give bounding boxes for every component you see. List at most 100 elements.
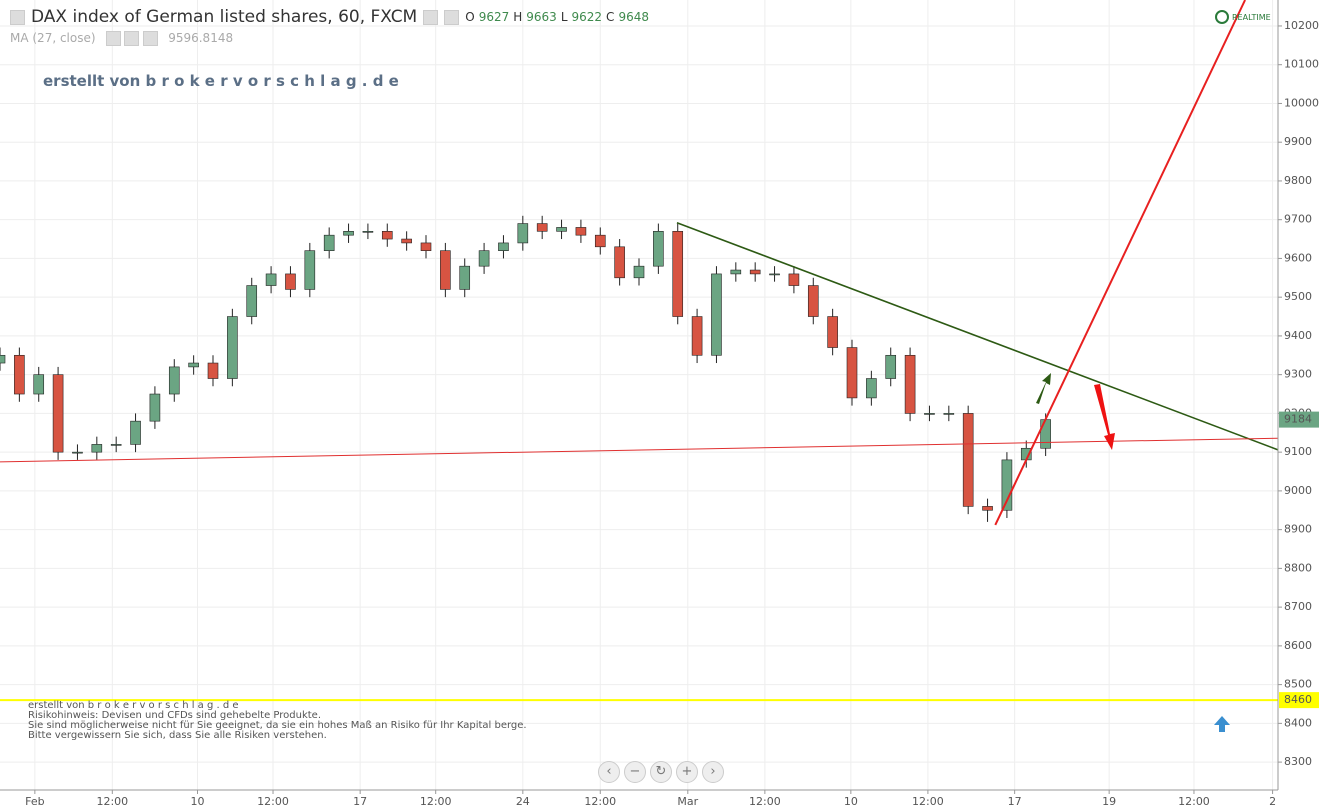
trendline — [0, 437, 1279, 463]
candle-body — [207, 362, 219, 379]
settings-icon[interactable] — [423, 9, 439, 25]
y-tick-label: 8900 — [1284, 523, 1312, 536]
indicator-icons[interactable] — [105, 31, 159, 49]
navigation: ‹ − ↻ + › — [598, 761, 724, 783]
candle-body — [924, 413, 935, 415]
x-tick-label: 10 — [844, 795, 858, 808]
candle-body — [52, 374, 64, 453]
candle-body — [440, 250, 451, 290]
field-value: 9622 — [571, 10, 603, 24]
candle-body — [381, 231, 393, 240]
candle-body — [1040, 419, 1051, 449]
field-value: 9627 — [478, 10, 510, 24]
candle-body — [1001, 459, 1013, 511]
x-tick-label: 12:00 — [257, 795, 289, 808]
candle-body — [149, 393, 161, 422]
y-tick-label: 9900 — [1284, 135, 1312, 148]
scroll-arrow[interactable] — [1214, 716, 1230, 732]
y-tick-label: 9800 — [1284, 174, 1312, 187]
field-value: 9648 — [618, 10, 649, 24]
disclaimer-line: Sie sind möglicherweise nicht für Sie ge… — [28, 720, 527, 731]
field-label: L — [560, 10, 568, 24]
star-icon[interactable] — [10, 9, 25, 25]
field-label: O — [465, 10, 475, 24]
header: DAX index of German listed shares, 60, F… — [10, 7, 649, 27]
candle-body — [556, 227, 567, 232]
scroll-right[interactable]: › — [702, 761, 724, 783]
y-tick-label: 9600 — [1284, 251, 1312, 264]
y-tick-label: 8800 — [1284, 561, 1312, 574]
candle-body — [691, 316, 703, 356]
y-tick-label: 9400 — [1284, 329, 1312, 342]
realtime-label: REALTIME — [1232, 12, 1271, 22]
x-tick-label: 19 — [1102, 795, 1116, 808]
candle-body — [807, 285, 819, 317]
candle-body — [227, 316, 238, 379]
disclaimer: erstellt von b r o k e r v o r s c h l a… — [28, 701, 527, 741]
candle-body — [343, 231, 354, 236]
candle-body — [633, 265, 645, 279]
y-tick-label: 8600 — [1284, 639, 1312, 652]
y-tick-label: 10200 — [1284, 19, 1319, 32]
hline-badge — [1279, 692, 1319, 709]
disclaimer-line: Risikohinweis: Devisen und CFDs sind geh… — [28, 710, 322, 721]
hline-label: 8460 — [1284, 693, 1312, 706]
candle-body — [168, 366, 180, 395]
candle-body — [672, 231, 684, 317]
candle-body — [982, 506, 993, 511]
disclaimer-line: Bitte vergewissern Sie sich, dass Sie al… — [28, 730, 327, 741]
indicator-value: 9596.8148 — [168, 31, 234, 45]
x-tick-label: 17 — [1008, 795, 1022, 808]
field-label: H — [513, 10, 523, 24]
candle-body — [420, 242, 432, 251]
realtime-badge: REALTIME — [1215, 10, 1271, 24]
x-tick-label: Feb — [25, 795, 44, 808]
candle-body — [91, 444, 103, 453]
candle-body — [749, 269, 761, 275]
x-tick-label: 12:00 — [912, 795, 944, 808]
x-tick-label: 10 — [191, 795, 205, 808]
last-price-badge — [1279, 411, 1319, 428]
candle-body — [304, 250, 316, 290]
y-tick-label: 10100 — [1284, 58, 1319, 71]
candle-body — [943, 413, 955, 415]
trendline — [994, 0, 1246, 526]
candle-body — [478, 250, 490, 267]
candle-body — [265, 273, 277, 286]
candle-body — [362, 231, 374, 233]
y-tick-label: 10000 — [1284, 96, 1319, 109]
candle-body — [498, 242, 509, 251]
last-price-label: 9184 — [1284, 413, 1312, 426]
scroll-left[interactable]: ‹ — [598, 761, 620, 783]
x-tick-label: 2 — [1269, 795, 1276, 808]
candle-body — [962, 413, 974, 507]
candle-body — [594, 234, 606, 248]
candle-body — [711, 273, 722, 356]
y-tick-label: 8400 — [1284, 716, 1312, 729]
candle-body — [33, 374, 45, 395]
field-value: 9663 — [526, 10, 557, 24]
candle-body — [130, 420, 141, 445]
candle-body — [72, 451, 83, 454]
down-arrow-drawing — [1094, 384, 1115, 450]
ohlc-fields: O 9627 H 9663 L 9622 C 9648 — [465, 10, 649, 24]
candle-body — [14, 354, 25, 395]
candle-body — [323, 234, 335, 251]
x-tick-label: 12:00 — [584, 795, 616, 808]
indicator: MA (27, close) 9596.8148 — [10, 31, 233, 49]
y-tick-label: 9300 — [1284, 368, 1312, 381]
reset[interactable]: ↻ — [650, 761, 672, 783]
zoom-in[interactable]: + — [676, 761, 698, 783]
x-tick-label: 12:00 — [749, 795, 781, 808]
watermark: erstellt von b r o k e r v o r s c h l a… — [43, 72, 399, 90]
candle-body — [788, 273, 800, 286]
candle-body — [536, 223, 548, 232]
settings-icon[interactable] — [444, 9, 460, 25]
candle-body — [866, 378, 877, 399]
zoom-out[interactable]: − — [624, 761, 646, 783]
indicator-label: MA (27, close) — [10, 31, 96, 45]
x-tick-label: Mar — [677, 795, 698, 808]
x-tick-label: 17 — [353, 795, 367, 808]
